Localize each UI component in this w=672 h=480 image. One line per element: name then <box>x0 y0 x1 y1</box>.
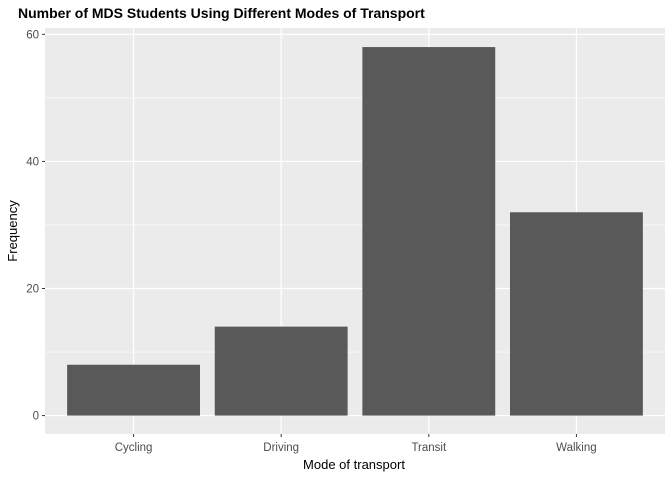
y-tick-label: 0 <box>33 411 39 423</box>
x-axis-title: Mode of transport <box>303 457 405 472</box>
y-axis-title: Frequency <box>5 200 20 262</box>
bar-cycling <box>67 364 201 416</box>
y-tick-label: 40 <box>26 156 39 168</box>
x-tick-label-cycling: Cycling <box>115 442 153 454</box>
bars <box>67 47 643 416</box>
x-axis: Cycling Driving Transit Walking <box>115 434 597 454</box>
bar-transit <box>362 47 496 416</box>
x-tick-label-transit: Transit <box>411 442 447 454</box>
y-tick-label: 20 <box>26 284 39 296</box>
x-tick-label-walking: Walking <box>556 442 596 454</box>
y-axis: 0 20 40 60 <box>26 29 45 423</box>
x-tick-label-driving: Driving <box>263 442 299 454</box>
bar-driving <box>214 326 348 416</box>
bar-walking <box>510 212 643 416</box>
chart-title: Number of MDS Students Using Different M… <box>18 5 425 21</box>
y-tick-label: 60 <box>26 29 39 41</box>
